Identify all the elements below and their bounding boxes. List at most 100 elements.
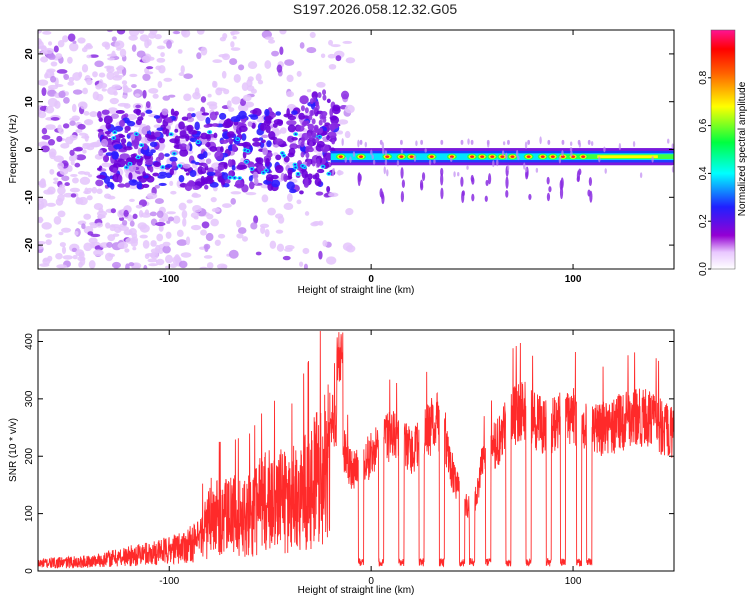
colorbar-tick-label: 0.6 (698, 118, 709, 132)
spectrogram-cell (144, 152, 154, 157)
spectrogram-cell (220, 264, 227, 269)
spectrogram-cell (178, 72, 185, 77)
spectrogram-cell (314, 172, 320, 180)
colorbar-label: Normalized spectral amplitude (737, 81, 748, 216)
snr-ytick-label: 100 (24, 505, 35, 522)
spectrogram-cell (490, 155, 495, 158)
spectrogram-cell (133, 108, 142, 114)
spectrogram-cell (300, 105, 305, 112)
spectrogram-cell (153, 124, 162, 129)
spectrogram-cell (49, 151, 56, 160)
spectrogram-cell (81, 223, 86, 230)
spectrogram-cell (203, 243, 211, 250)
spectrogram-cell (287, 136, 292, 142)
spectrogram-cell (283, 155, 290, 163)
spectrogram-cell (246, 85, 255, 92)
spectrogram-cell (328, 192, 339, 198)
spectrogram-cell (131, 44, 137, 52)
spectrogram-cell (49, 168, 55, 175)
spectrogram-cell (219, 146, 224, 153)
spectrogram-cell (131, 84, 137, 89)
spectrogram-cell (131, 236, 139, 244)
spectrogram-cell (207, 93, 212, 98)
spectrogram-cell (332, 168, 335, 174)
spectrogram-cell (282, 154, 286, 157)
spectrogram-cell (227, 159, 233, 168)
spectrogram-cell (327, 172, 331, 175)
spectrogram-cell (313, 106, 318, 113)
spectrogram-cell (189, 137, 198, 143)
spectrogram-cell (59, 184, 66, 189)
spectrogram-cell (283, 202, 294, 211)
spectrogram-cell (53, 177, 59, 181)
spectrogram-cell (307, 123, 315, 131)
spectrogram-cell (210, 218, 219, 227)
spectrogram-cell (284, 59, 295, 66)
spectrogram-cell (275, 229, 284, 234)
spectrogram-cell (487, 141, 490, 148)
spectrogram-cell (237, 227, 247, 235)
spectrogram-cell (119, 48, 127, 58)
spectrogram-ylabel: Frequency (Hz) (8, 115, 19, 184)
spectrogram-cell (174, 135, 180, 145)
spectrogram-cell (176, 229, 184, 238)
spectrogram-cell (127, 216, 135, 222)
spectrogram-cell (149, 30, 158, 36)
spectrogram-cell (40, 56, 49, 63)
spectrogram-cell (230, 41, 235, 48)
spectrogram-cell (86, 195, 93, 201)
spectrogram-cell (113, 144, 123, 150)
spectrogram-cell (667, 138, 670, 144)
spectrogram-cell (314, 177, 322, 187)
spectrogram-cell (262, 171, 265, 174)
spectrogram-cell (303, 182, 309, 188)
spectrogram-cell (208, 131, 211, 134)
spectrogram-cell (471, 193, 475, 202)
spectrogram-cell (67, 56, 73, 64)
spectrogram-cell (62, 35, 69, 43)
spectrogram-cell (460, 176, 464, 187)
spectrogram-cell (345, 244, 356, 253)
spectrogram-cell (47, 139, 56, 146)
spectrogram-cell (43, 258, 49, 262)
spectrogram-cell (90, 233, 101, 238)
spectrogram-cell (283, 173, 288, 183)
spectrogram-cell (135, 118, 142, 126)
spectrogram-cell (245, 191, 257, 196)
spectrogram-cell (57, 39, 65, 48)
spectrogram-cell (41, 222, 52, 230)
spectrogram-cell (331, 139, 336, 145)
spectrogram-cell (158, 137, 166, 144)
spectrogram-cell (113, 131, 116, 134)
spectrogram-cell (560, 177, 564, 189)
spectrogram-cell (98, 149, 104, 157)
spectrogram-cell (279, 30, 287, 35)
spectrogram-band-peak (597, 155, 658, 159)
spectrogram-cell (309, 98, 314, 105)
spectrogram-cell (639, 172, 643, 179)
spectrogram-cell (460, 139, 464, 145)
spectrogram-cell (318, 220, 324, 226)
spectrogram-cell (75, 146, 83, 152)
spectrogram-cell (198, 153, 205, 160)
spectrogram-cell (158, 182, 167, 186)
spectrogram-cell (125, 166, 128, 169)
spectrogram-cell (322, 94, 327, 101)
spectrogram-cell (117, 183, 126, 188)
spectrogram-cell (212, 59, 223, 64)
spectrogram-cell (344, 130, 351, 139)
spectrogram-cell (241, 82, 249, 91)
spectrogram-cell (326, 98, 331, 104)
spectrogram-cell (262, 147, 268, 156)
spectrogram-cell (286, 91, 295, 98)
spectrogram-cell (466, 165, 469, 170)
spectrogram-cell (318, 250, 323, 260)
spectrogram-cell (104, 65, 115, 70)
spectrogram-cell (41, 127, 48, 135)
spectrogram-cell (282, 255, 291, 261)
spectrogram-cell (359, 155, 364, 158)
spectrogram-cell (82, 149, 87, 154)
spectrogram-cell (119, 119, 125, 127)
spectrogram-cell (213, 171, 223, 177)
spectrogram-cell (95, 179, 104, 187)
